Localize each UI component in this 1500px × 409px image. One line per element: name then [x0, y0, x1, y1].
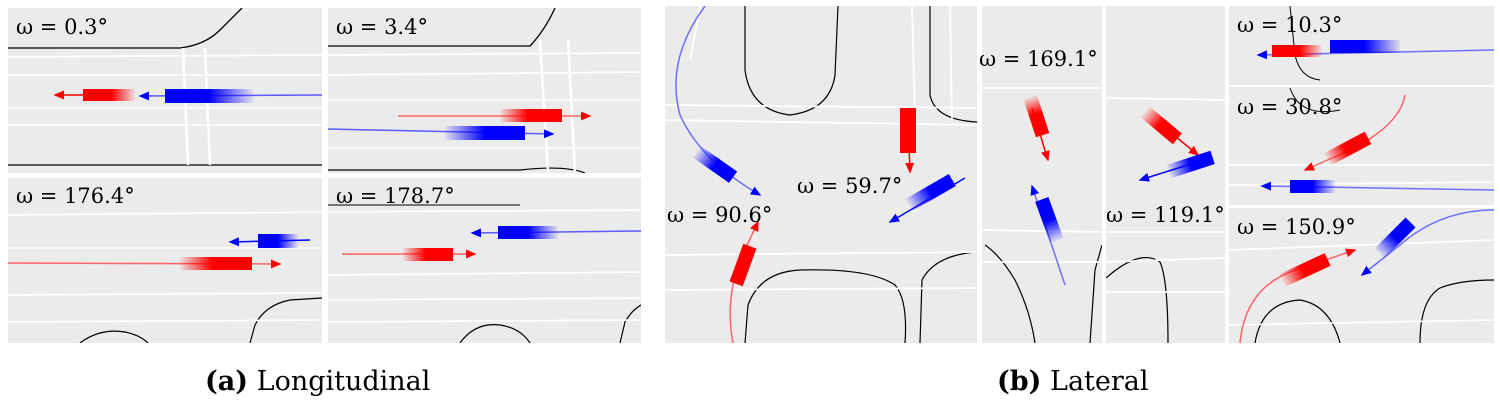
caption-b-tag: (b)	[997, 366, 1042, 397]
caption-b-text: Lateral	[1050, 366, 1149, 397]
caption-a-tag: (a)	[205, 366, 249, 397]
omega-label-b1: ω = 90.6°	[667, 203, 772, 227]
panel-labels: ω = 0.3° ω = 3.4° ω = 176.4° ω = 178.7° …	[16, 13, 1356, 239]
panel-a3	[8, 178, 322, 343]
omega-label-b4: ω = 119.1°	[1106, 203, 1225, 227]
panel-a2	[328, 8, 641, 173]
caption-lateral: (b) Lateral	[997, 366, 1149, 397]
panel-a1	[8, 8, 322, 173]
omega-label-a1: ω = 0.3°	[16, 15, 108, 39]
panel-b1	[665, 6, 977, 343]
caption-a-text: Longitudinal	[256, 366, 431, 397]
panel-b2	[982, 6, 1102, 343]
omega-label-b6: ω = 30.8°	[1237, 95, 1342, 119]
omega-label-b3: ω = 169.1°	[979, 47, 1098, 71]
omega-label-a2: ω = 3.4°	[336, 15, 428, 39]
omega-label-b5: ω = 10.3°	[1237, 13, 1342, 37]
panel-b4	[1229, 6, 1494, 343]
omega-label-a4: ω = 178.7°	[336, 184, 455, 208]
panel-a4	[328, 178, 641, 343]
omega-label-a3: ω = 176.4°	[16, 184, 135, 208]
omega-label-b2: ω = 59.7°	[797, 174, 902, 198]
omega-label-b7: ω = 150.9°	[1237, 215, 1356, 239]
panel-b3	[1106, 6, 1225, 343]
caption-longitudinal: (a) Longitudinal	[205, 366, 430, 397]
